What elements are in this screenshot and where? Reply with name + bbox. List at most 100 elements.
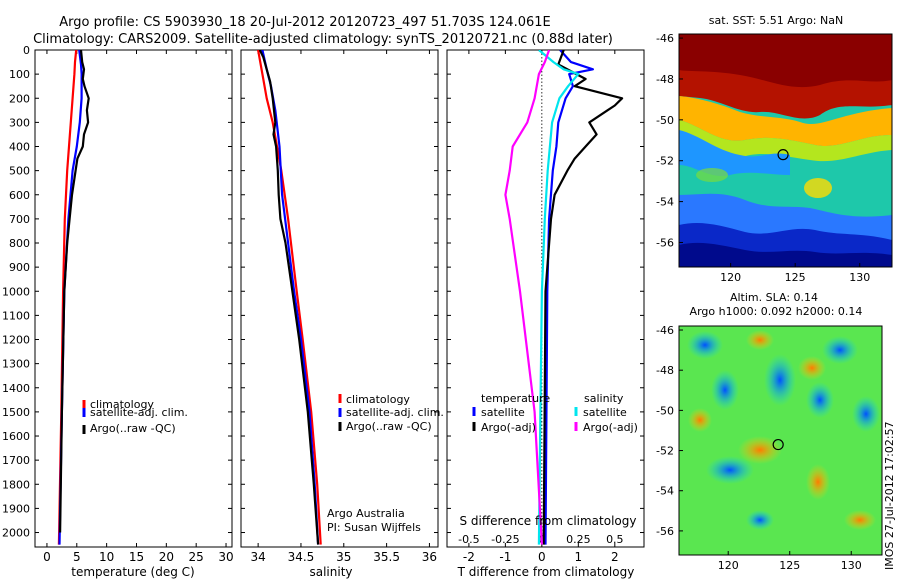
salinity-tick-labels: 34 34.5 35 35.5 36 [241,49,438,564]
temperature-panel: 0100200300400500600700800900100011001200… [2,44,234,579]
sla-map-subtitle: Argo h1000: 0.092 h2000: 0.14 [690,305,863,318]
sst-map-frame [678,33,893,268]
series-line-satellite [537,50,580,545]
x-tick-label: -2 [463,550,475,564]
series-line-argo-adj [504,50,551,545]
y-tick-label: 1600 [2,430,30,443]
lat-tick-label: -52 [656,445,674,458]
float-position-marker [772,438,784,451]
lon-tick-label: 120 [718,559,739,572]
y-tick-label: 800 [9,237,30,250]
legend-label-satellite: satellite-adj. clim. [90,406,188,419]
y-tick-label: 0 [23,44,30,57]
x-tick-label: 15 [129,550,144,564]
sst-lon-tick-labels: 120 125 130 [720,263,870,284]
lat-tick-label: -54 [656,485,674,498]
y-tick-label: 1000 [2,285,30,298]
lat-tick-label: -46 [656,32,674,45]
y-tick-label: 200 [9,92,30,105]
difference-panel: -2 -1 0 1 2 -0.5 -0.25 0 0.25 0.5 S difference f… [446,49,645,579]
y-tick-label: 400 [9,141,30,154]
float-position-marker [777,149,789,161]
x-tick-label: 36 [422,550,437,564]
lat-tick-label: -56 [656,525,674,538]
y-tick-label: 300 [9,116,30,129]
lon-tick-label: 125 [779,559,800,572]
series-line-argo-adj [542,50,624,545]
x-tick-label: 5 [73,550,81,564]
legend-label-argo: Argo(..raw -QC) [346,420,432,433]
legend-label-t-argo: Argo(-adj) [481,421,536,434]
x-tick-label: 0 [538,550,546,564]
series-line-satellite [544,50,595,545]
y-tick-label: 1900 [2,502,30,515]
lat-tick-label: -52 [656,155,674,168]
legend-group-temperature: temperature [481,392,550,405]
legend-label-argo: Argo(..raw -QC) [90,422,176,435]
salinity-axes [240,49,439,548]
x-tick-label: 35 [336,550,351,564]
legend-label-t-satellite: satellite [481,406,525,419]
lat-tick-label: -48 [656,73,674,86]
t-difference-tick-labels: -2 -1 0 1 2 [447,49,644,564]
y-tick-label: 100 [9,68,30,81]
sst-map-title: sat. SST: 5.51 Argo: NaN [709,14,843,27]
legend-label-s-satellite: satellite [583,406,627,419]
y-tick-label: 1100 [2,309,30,322]
x-tick-label: 30 [218,550,233,564]
lon-tick-label: 120 [720,271,741,284]
y-tick-label: 1200 [2,334,30,347]
sla-map-title: Altim. SLA: 0.14 [730,291,818,304]
legend-group-salinity: salinity [584,392,624,405]
y-tick-label: 1800 [2,478,30,491]
s-tick-label: -0.5 [458,533,479,546]
credit-line-2: PI: Susan Wijffels [327,521,421,534]
temperature-axes [34,49,233,548]
x-tick-label: -1 [499,550,511,564]
salinity-legend: climatology satellite-adj. clim. Argo(..… [338,393,444,433]
lat-tick-label: -50 [656,114,674,127]
x-tick-label: 2 [611,550,619,564]
s-tick-label: 0.5 [606,533,624,546]
x-tick-label: 25 [189,550,204,564]
sla-lon-tick-labels: 120 125 130 [718,551,862,572]
credit-line-1: Argo Australia [327,507,405,520]
y-tick-label: 2000 [2,527,30,540]
temperature-legend: climatology satellite-adj. clim. Argo(..… [82,398,188,435]
temperature-series [57,50,90,545]
s-tick-label: 0.25 [566,533,591,546]
temperature-xlabel: temperature (deg C) [71,565,194,579]
legend-label-satellite: satellite-adj. clim. [346,406,444,419]
sla-lat-tick-labels: -46 -48 -50 -52 -54 -56 [656,324,683,538]
figure-title: Argo profile: CS 5903930_18 20-Jul-2012 … [59,15,550,30]
x-tick-label: 35.5 [373,550,400,564]
difference-series [504,50,624,545]
depth-tick-labels: 0 100 200 300 400 500 600 700 800 900 1000 1100 1200… [2,44,30,540]
x-tick-label: 10 [99,550,114,564]
x-tick-label: 20 [159,550,174,564]
y-tick-label: 1400 [2,382,30,395]
lat-tick-label: -48 [656,364,674,377]
s-difference-label: S difference from climatology [460,514,637,528]
imos-timestamp: IMOS 27-Jul-2012 17:02:57 [883,421,896,570]
x-tick-label: 0 [43,550,51,564]
legend-label-climatology: climatology [346,393,410,406]
sst-map-panel: sat. SST: 5.51 Argo: NaN -46 -48 -50 -52 -54… [656,14,893,284]
sla-map-panel: Altim. SLA: 0.14 Argo h1000: 0.092 h2000… [656,291,883,572]
t-difference-label: T difference from climatology [457,565,635,579]
x-tick-label: 34 [250,550,265,564]
temperature-tick-labels: 0 5 10 15 20 25 30 [35,49,234,564]
lon-tick-label: 130 [849,271,870,284]
y-tick-label: 1700 [2,454,30,467]
legend-label-climatology: climatology [90,398,154,411]
lat-tick-label: -56 [656,236,674,249]
figure-subtitle: Climatology: CARS2009. Satellite-adjuste… [33,32,613,47]
y-tick-label: 1300 [2,358,30,371]
sst-lat-tick-labels: -46 -48 -50 -52 -54 -56 [656,32,683,249]
y-tick-label: 700 [9,213,30,226]
sla-map-frame [678,325,883,556]
s-tick-label: -0.25 [491,533,519,546]
y-tick-label: 600 [9,189,30,202]
y-tick-label: 1500 [2,406,30,419]
